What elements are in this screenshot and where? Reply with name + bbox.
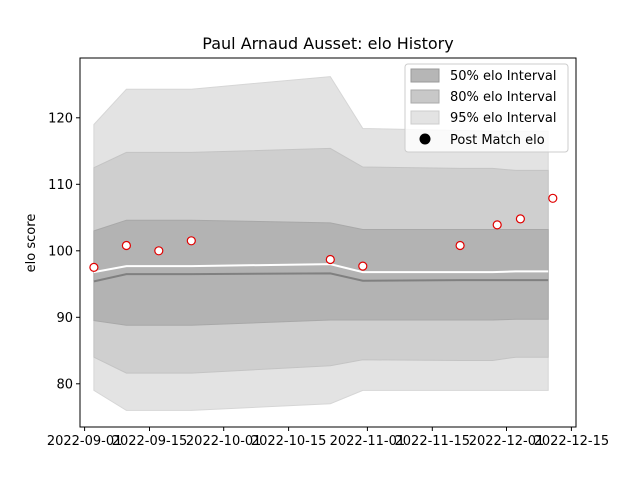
y-tick-label: 100 <box>48 244 73 259</box>
legend-label-95: 95% elo Interval <box>450 111 557 126</box>
elo-lines <box>93 263 549 283</box>
x-tick-label: 2022-09-01 <box>47 434 123 449</box>
post-match-point <box>154 246 164 256</box>
y-tick-label: 80 <box>56 377 73 392</box>
post-match-point <box>89 262 99 272</box>
y-tick-label: 90 <box>56 311 73 326</box>
legend-marker-post-match <box>419 133 431 145</box>
legend-swatch-95 <box>410 110 440 125</box>
y-tick-label: 110 <box>48 178 73 193</box>
legend-label-80: 80% elo Interval <box>450 90 557 105</box>
post-match-point <box>548 193 558 203</box>
plot-frame <box>79 57 577 428</box>
x-tick-label: 2022-12-15 <box>534 434 610 449</box>
x-tick-label: 2022-11-01 <box>330 434 406 449</box>
x-tick-label: 2022-12-01 <box>469 434 545 449</box>
post-match-point <box>492 220 502 230</box>
x-tick-label: 2022-10-01 <box>186 434 262 449</box>
y-axis-label: elo score <box>24 214 39 273</box>
y-tick-label: 120 <box>48 111 73 126</box>
post-match-point <box>121 240 132 251</box>
x-axis: 2022-09-012022-09-152022-10-012022-10-15… <box>47 427 609 449</box>
x-tick-label: 2022-09-15 <box>112 434 188 449</box>
post-match-point <box>325 254 335 265</box>
legend-box <box>404 63 569 153</box>
y-axis: 80 90 100 110 120 <box>48 111 80 392</box>
legend: 50% elo Interval 80% elo Interval 95% el… <box>404 63 569 153</box>
x-tick-label: 2022-11-15 <box>395 434 471 449</box>
legend-label-50: 50% elo Interval <box>450 69 557 84</box>
post-match-point <box>515 214 526 224</box>
legend-swatch-80 <box>410 89 440 104</box>
median-line <box>93 272 549 283</box>
x-tick-label: 2022-10-15 <box>251 434 327 449</box>
legend-swatch-50 <box>410 68 440 83</box>
post-match-point <box>186 236 196 246</box>
mean-line <box>93 263 549 274</box>
legend-label-post-match: Post Match elo <box>450 133 545 148</box>
chart-title: Paul Arnaud Ausset: elo History <box>202 34 453 53</box>
post-match-point <box>455 240 465 251</box>
post-match-points <box>89 193 558 272</box>
post-match-point <box>358 261 368 271</box>
